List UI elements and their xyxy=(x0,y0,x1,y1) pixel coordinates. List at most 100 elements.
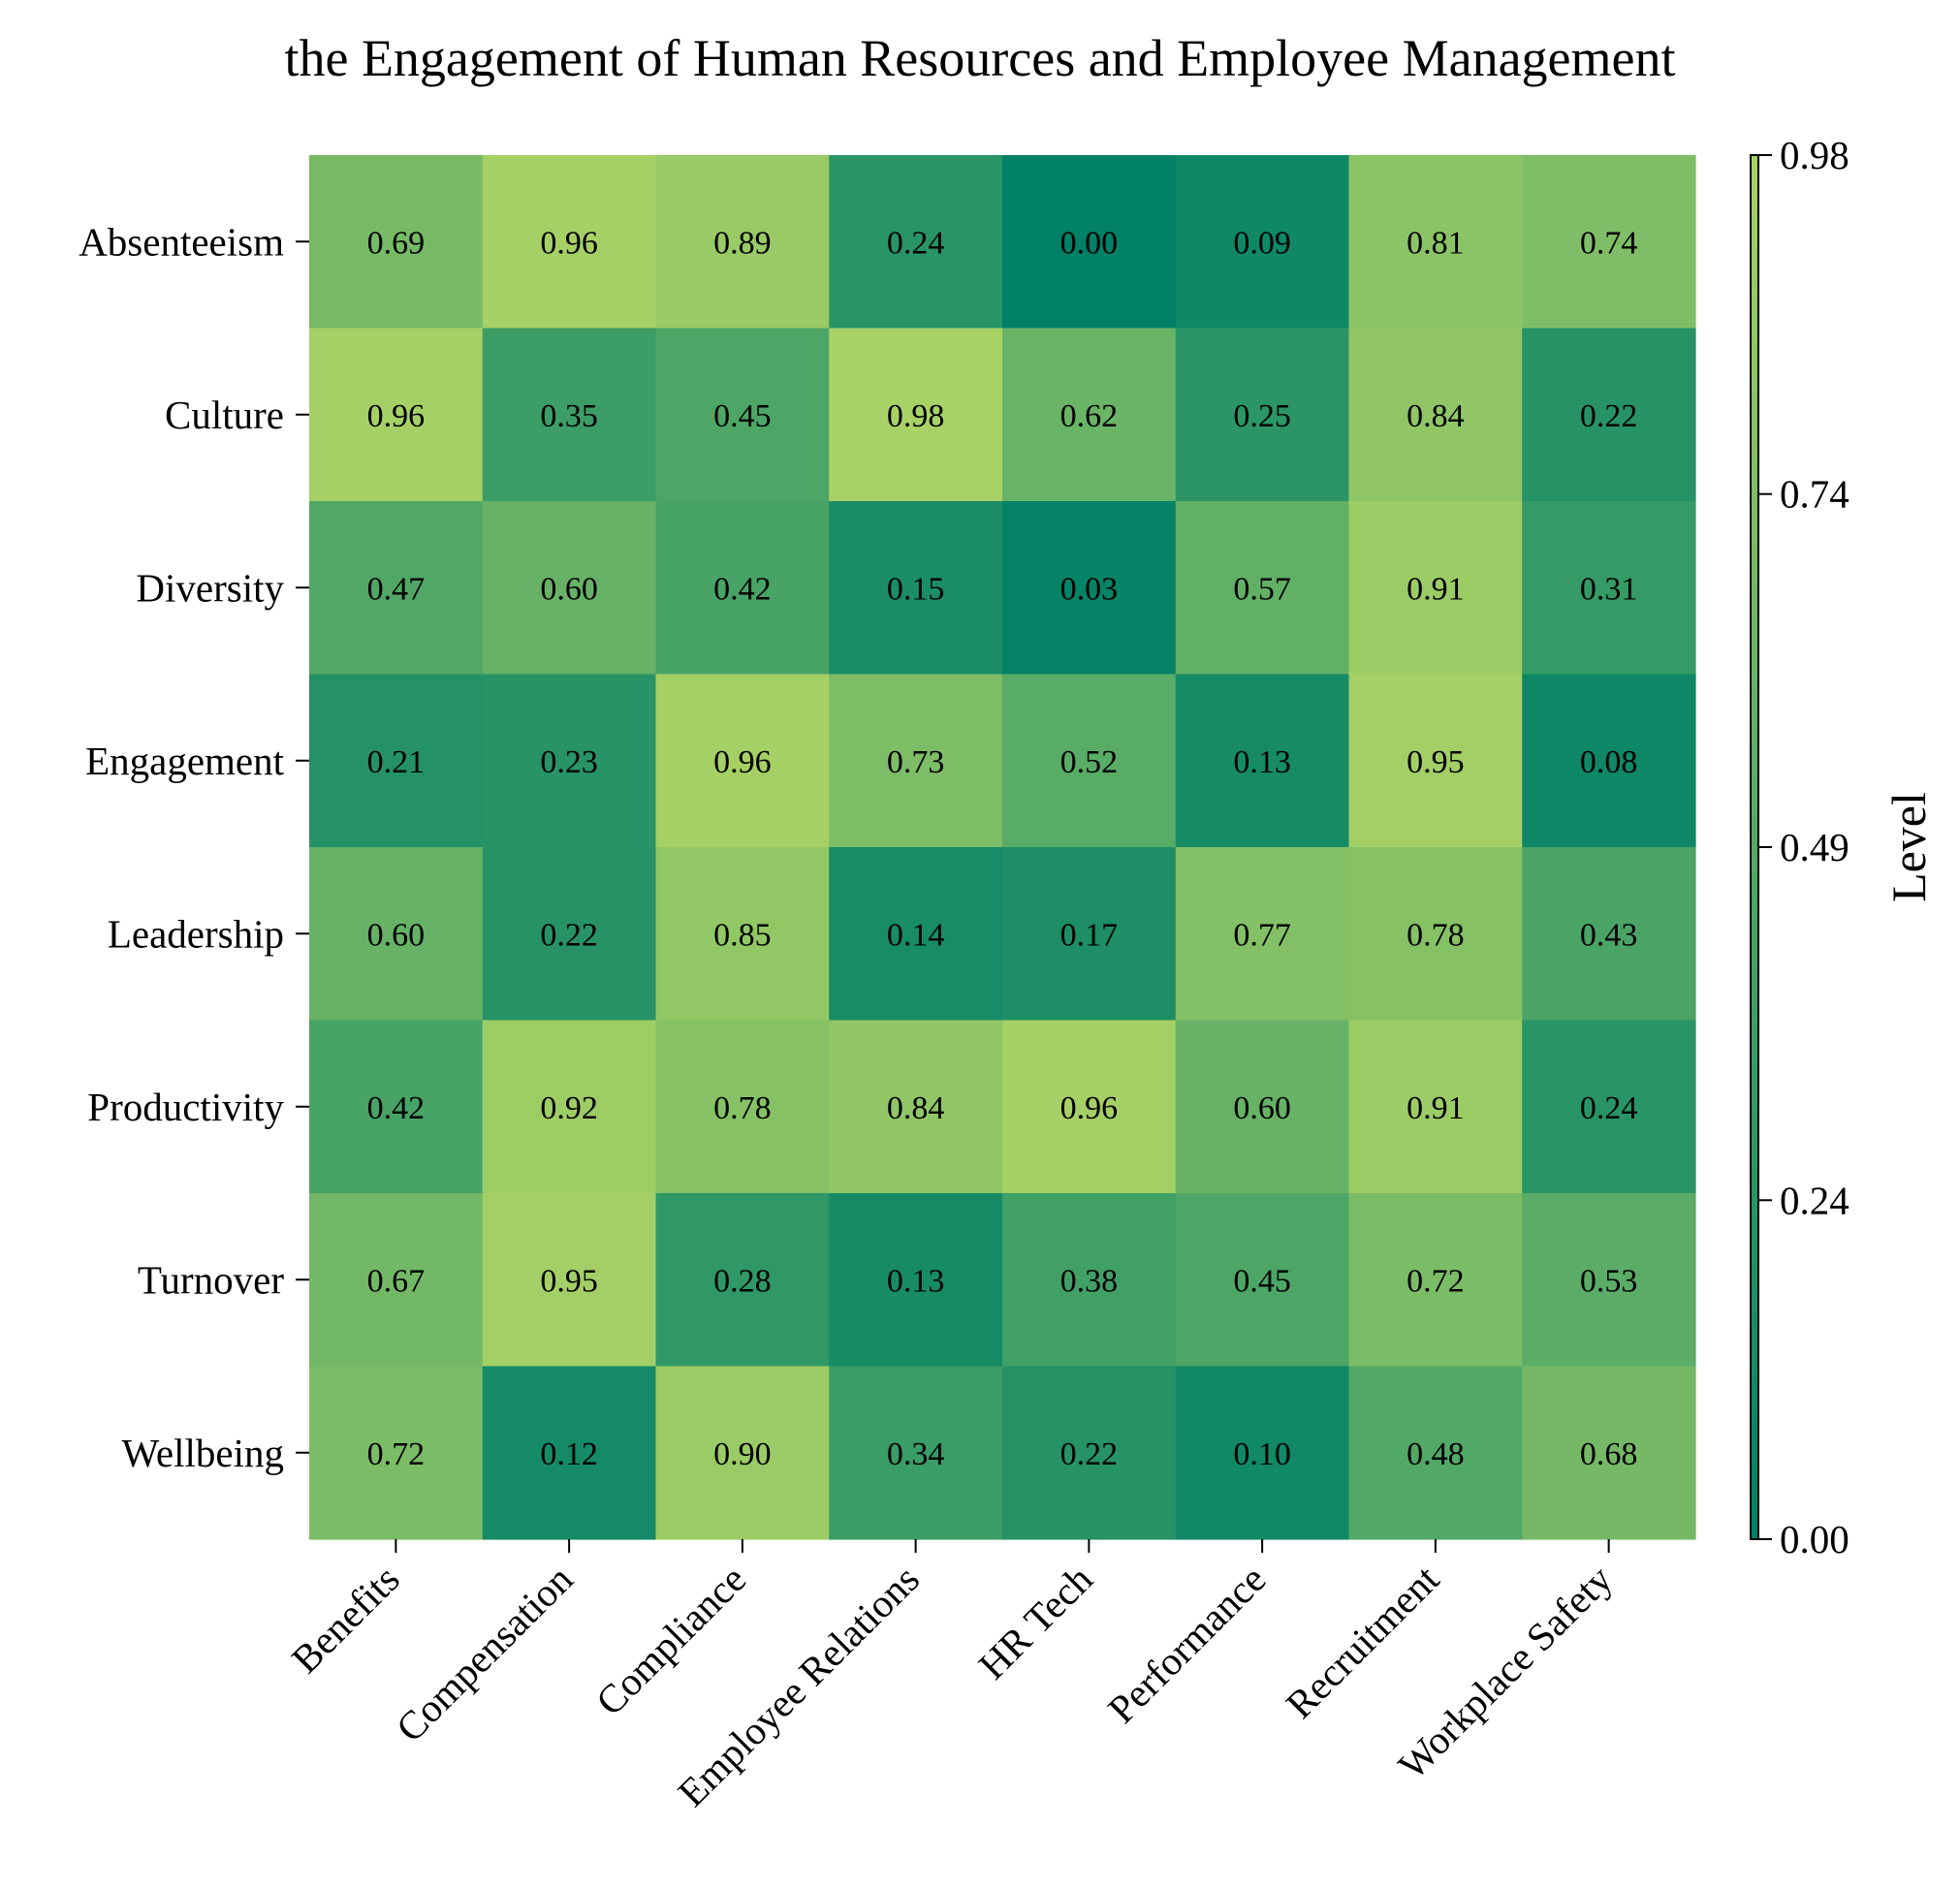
y-tick-label: Diversity xyxy=(136,565,284,610)
colorbar-tick-label: 0.98 xyxy=(1780,133,1849,177)
cell-value-label: 0.91 xyxy=(1407,571,1465,607)
heatmap-cell xyxy=(655,501,830,676)
heatmap-cell xyxy=(829,155,1003,330)
heatmap-cell xyxy=(829,674,1003,848)
cell-value-label: 0.09 xyxy=(1233,225,1291,261)
heatmap-cell xyxy=(1175,155,1350,330)
heatmap-cell xyxy=(1002,847,1177,1022)
cell-value-label: 0.85 xyxy=(713,917,772,953)
heatmap-cell xyxy=(655,674,830,848)
colorbar-tick-label: 0.49 xyxy=(1780,825,1849,869)
cell-value-label: 0.24 xyxy=(1580,1090,1638,1126)
cell-value-label: 0.96 xyxy=(367,398,426,434)
heatmap-cell xyxy=(1522,155,1696,330)
x-tick-label: Compliance xyxy=(587,1557,755,1724)
heatmap-cell xyxy=(309,155,484,330)
cell-value-label: 0.81 xyxy=(1407,225,1465,261)
cell-value-label: 0.31 xyxy=(1580,571,1638,607)
cell-value-label: 0.68 xyxy=(1580,1436,1638,1472)
heatmap-cell xyxy=(829,1020,1003,1194)
heatmap-cell xyxy=(1002,1193,1177,1368)
heatmap-cell xyxy=(655,155,830,330)
heatmap-cell xyxy=(1522,1366,1696,1540)
heatmap-cell xyxy=(1175,328,1350,502)
heatmap-cell xyxy=(1348,1193,1523,1368)
cell-value-label: 0.92 xyxy=(540,1090,598,1126)
cell-value-label: 0.67 xyxy=(367,1263,426,1299)
cell-value-label: 0.24 xyxy=(887,225,945,261)
y-tick-label: Leadership xyxy=(108,911,284,956)
heatmap-cell xyxy=(1348,501,1523,676)
x-tick-label: Compensation xyxy=(387,1557,581,1750)
cell-value-label: 0.28 xyxy=(713,1263,772,1299)
cell-value-label: 0.22 xyxy=(1060,1436,1119,1472)
heatmap-cell xyxy=(309,328,484,502)
heatmap-cell xyxy=(1522,1020,1696,1194)
cell-value-label: 0.96 xyxy=(540,225,598,261)
cell-value-label: 0.42 xyxy=(713,571,772,607)
heatmap-cell xyxy=(1522,847,1696,1022)
y-tick-label: Turnover xyxy=(138,1257,284,1302)
colorbar-tick-label: 0.00 xyxy=(1780,1517,1849,1561)
heatmap-cell xyxy=(1002,1020,1177,1194)
cell-value-label: 0.77 xyxy=(1233,917,1291,953)
cell-value-label: 0.96 xyxy=(713,744,772,780)
heatmap-cell xyxy=(1348,155,1523,330)
cell-value-label: 0.22 xyxy=(540,917,598,953)
heatmap-cell xyxy=(1175,1020,1350,1194)
heatmap-cell xyxy=(309,1366,484,1540)
cell-value-label: 0.23 xyxy=(540,744,598,780)
heatmap-cell xyxy=(1002,501,1177,676)
cell-value-label: 0.22 xyxy=(1580,398,1638,434)
cell-value-label: 0.08 xyxy=(1580,744,1638,780)
cell-value-label: 0.72 xyxy=(1407,1263,1465,1299)
heatmap-cell xyxy=(829,501,1003,676)
heatmap-cell xyxy=(309,1193,484,1368)
heatmap-cell xyxy=(309,501,484,676)
heatmap-cell xyxy=(1348,1366,1523,1540)
heatmap-cell xyxy=(482,674,657,848)
cell-value-label: 0.73 xyxy=(887,744,945,780)
heatmap-cell xyxy=(1002,328,1177,502)
cell-value-label: 0.52 xyxy=(1060,744,1119,780)
cell-value-label: 0.72 xyxy=(367,1436,426,1472)
heatmap-cell xyxy=(1522,1193,1696,1368)
cell-value-label: 0.84 xyxy=(1407,398,1465,434)
heatmap-cell xyxy=(482,328,657,502)
heatmap-cell xyxy=(482,1020,657,1194)
heatmap-cell xyxy=(829,847,1003,1022)
colorbar-tick-label: 0.24 xyxy=(1780,1178,1849,1222)
cell-value-label: 0.03 xyxy=(1060,571,1119,607)
heatmap-cell xyxy=(655,1020,830,1194)
heatmap-cells xyxy=(309,155,1696,1540)
cell-value-label: 0.69 xyxy=(367,225,426,261)
cell-value-label: 0.90 xyxy=(713,1436,772,1472)
heatmap-cell xyxy=(1002,1366,1177,1540)
colorbar-label: Level xyxy=(1881,792,1936,902)
x-tick-label: Recruitment xyxy=(1277,1556,1447,1726)
cell-value-label: 0.78 xyxy=(1407,917,1465,953)
y-tick-label: Engagement xyxy=(85,739,285,783)
heatmap-cell xyxy=(1175,501,1350,676)
cell-value-label: 0.12 xyxy=(540,1436,598,1472)
heatmap-cell xyxy=(1175,847,1350,1022)
cell-value-label: 0.89 xyxy=(713,225,772,261)
cell-value-label: 0.48 xyxy=(1407,1436,1465,1472)
cell-value-label: 0.00 xyxy=(1060,225,1119,261)
cell-value-label: 0.14 xyxy=(887,917,945,953)
cell-value-label: 0.45 xyxy=(1233,1263,1291,1299)
heatmap-cell xyxy=(1348,674,1523,848)
heatmap-cell xyxy=(482,1366,657,1540)
cell-value-label: 0.98 xyxy=(887,398,945,434)
cell-value-label: 0.47 xyxy=(367,571,426,607)
y-tick-label: Culture xyxy=(165,393,284,437)
cell-value-label: 0.13 xyxy=(887,1263,945,1299)
heatmap-cell xyxy=(482,155,657,330)
heatmap-cell xyxy=(309,847,484,1022)
cell-value-label: 0.91 xyxy=(1407,1090,1465,1126)
cell-value-label: 0.78 xyxy=(713,1090,772,1126)
cell-value-label: 0.53 xyxy=(1580,1263,1638,1299)
y-tick-label: Wellbeing xyxy=(122,1431,284,1475)
cell-value-label: 0.96 xyxy=(1060,1090,1119,1126)
